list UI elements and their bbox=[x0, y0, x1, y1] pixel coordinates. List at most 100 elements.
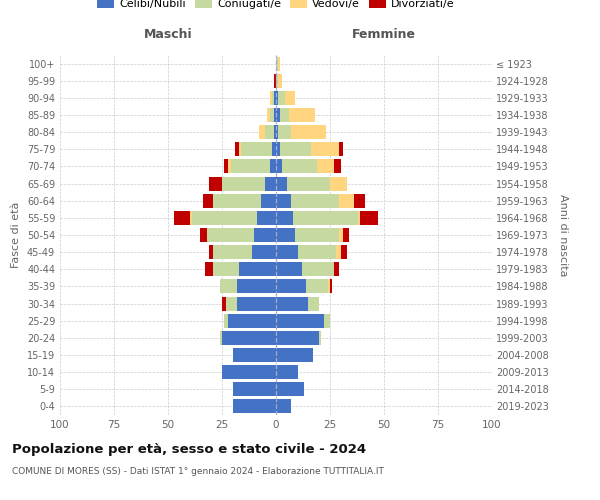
Bar bbox=[276, 314, 323, 328]
Bar bbox=[205, 262, 214, 276]
Bar bbox=[291, 194, 338, 207]
Text: Maschi: Maschi bbox=[143, 28, 193, 40]
Bar bbox=[226, 296, 237, 310]
Bar bbox=[222, 365, 276, 379]
Bar bbox=[203, 194, 214, 207]
Bar bbox=[276, 262, 302, 276]
Text: Popolazione per età, sesso e stato civile - 2024: Popolazione per età, sesso e stato civil… bbox=[12, 442, 366, 456]
Bar bbox=[230, 160, 269, 173]
Bar bbox=[284, 91, 295, 105]
Bar bbox=[175, 211, 190, 225]
Bar bbox=[276, 142, 280, 156]
Text: COMUNE DI MORES (SS) - Dati ISTAT 1° gennaio 2024 - Elaborazione TUTTITALIA.IT: COMUNE DI MORES (SS) - Dati ISTAT 1° gen… bbox=[12, 468, 384, 476]
Bar bbox=[269, 91, 272, 105]
Bar bbox=[274, 91, 276, 105]
Bar bbox=[214, 194, 261, 207]
Bar bbox=[237, 296, 276, 310]
Bar bbox=[276, 160, 283, 173]
Bar bbox=[283, 160, 317, 173]
Bar bbox=[319, 331, 322, 345]
Bar bbox=[276, 125, 278, 139]
Bar bbox=[330, 280, 332, 293]
Bar bbox=[338, 194, 354, 207]
Bar bbox=[268, 108, 269, 122]
Bar bbox=[308, 296, 319, 310]
Bar bbox=[276, 211, 293, 225]
Bar bbox=[280, 108, 289, 122]
Bar bbox=[222, 331, 276, 345]
Bar bbox=[252, 245, 276, 259]
Bar bbox=[276, 56, 278, 70]
Bar bbox=[214, 245, 252, 259]
Bar bbox=[317, 160, 334, 173]
Bar bbox=[269, 108, 274, 122]
Bar bbox=[265, 125, 274, 139]
Bar bbox=[276, 74, 278, 88]
Bar bbox=[358, 211, 360, 225]
Bar bbox=[354, 194, 365, 207]
Bar bbox=[338, 228, 343, 242]
Bar bbox=[328, 280, 330, 293]
Bar bbox=[330, 176, 347, 190]
Bar bbox=[233, 348, 276, 362]
Bar bbox=[239, 142, 241, 156]
Bar bbox=[306, 280, 328, 293]
Bar bbox=[241, 142, 272, 156]
Bar bbox=[280, 142, 311, 156]
Bar bbox=[291, 125, 326, 139]
Bar bbox=[192, 211, 257, 225]
Bar bbox=[341, 245, 347, 259]
Text: Femmine: Femmine bbox=[352, 28, 416, 40]
Bar bbox=[276, 245, 298, 259]
Bar bbox=[278, 74, 283, 88]
Bar bbox=[276, 348, 313, 362]
Bar bbox=[276, 382, 304, 396]
Bar bbox=[207, 228, 254, 242]
Bar bbox=[343, 228, 349, 242]
Bar bbox=[229, 314, 276, 328]
Bar bbox=[214, 262, 239, 276]
Bar bbox=[233, 382, 276, 396]
Bar bbox=[276, 108, 280, 122]
Bar bbox=[276, 91, 278, 105]
Bar bbox=[224, 160, 229, 173]
Bar bbox=[257, 211, 276, 225]
Bar bbox=[360, 211, 377, 225]
Bar bbox=[200, 228, 207, 242]
Legend: Celibi/Nubili, Coniugati/e, Vedovi/e, Divorziati/e: Celibi/Nubili, Coniugati/e, Vedovi/e, Di… bbox=[93, 0, 459, 14]
Bar bbox=[222, 176, 265, 190]
Bar bbox=[278, 56, 280, 70]
Bar bbox=[298, 245, 337, 259]
Y-axis label: Fasce di età: Fasce di età bbox=[11, 202, 21, 268]
Bar bbox=[278, 91, 284, 105]
Bar bbox=[222, 296, 226, 310]
Bar bbox=[239, 262, 276, 276]
Bar bbox=[229, 160, 230, 173]
Bar bbox=[276, 331, 319, 345]
Bar bbox=[220, 331, 222, 345]
Bar bbox=[274, 125, 276, 139]
Bar bbox=[254, 228, 276, 242]
Bar bbox=[220, 280, 237, 293]
Bar bbox=[209, 176, 222, 190]
Bar bbox=[235, 142, 239, 156]
Bar bbox=[287, 176, 330, 190]
Bar bbox=[334, 262, 338, 276]
Bar bbox=[337, 245, 341, 259]
Bar bbox=[276, 400, 291, 413]
Y-axis label: Anni di nascita: Anni di nascita bbox=[559, 194, 568, 276]
Bar bbox=[265, 176, 276, 190]
Bar bbox=[334, 160, 341, 173]
Bar bbox=[278, 125, 291, 139]
Bar bbox=[237, 280, 276, 293]
Bar bbox=[272, 91, 274, 105]
Bar bbox=[293, 211, 358, 225]
Bar bbox=[209, 245, 214, 259]
Bar bbox=[302, 262, 334, 276]
Bar bbox=[261, 194, 276, 207]
Bar bbox=[233, 400, 276, 413]
Bar bbox=[269, 160, 276, 173]
Bar bbox=[276, 176, 287, 190]
Bar bbox=[276, 365, 298, 379]
Bar bbox=[274, 108, 276, 122]
